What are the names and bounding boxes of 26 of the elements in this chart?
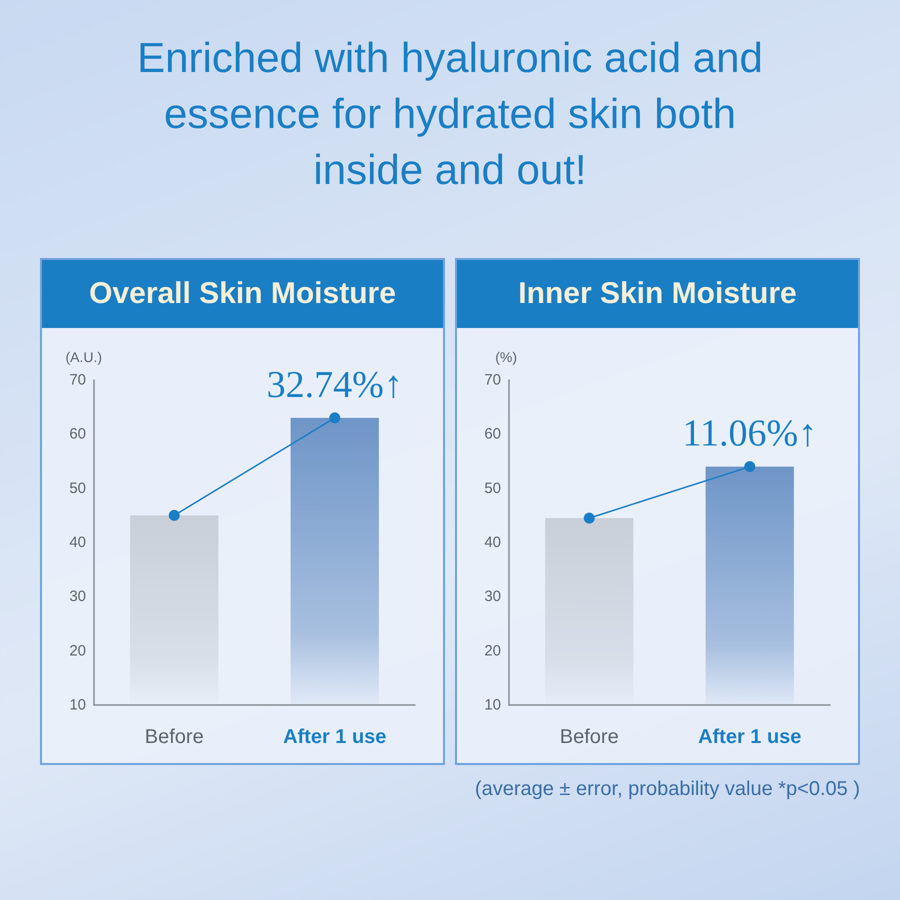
y-tick-label: 10 <box>484 696 501 714</box>
y-axis-title: (A.U.) <box>65 349 102 365</box>
x-tick-label: Before <box>560 726 619 748</box>
y-tick-label: 60 <box>69 426 86 443</box>
annotation: 11.06%↑ <box>682 412 818 455</box>
y-tick-label: 50 <box>69 480 86 497</box>
y-tick-label: 70 <box>484 372 501 388</box>
chart-title: Overall Skin Moisture <box>42 260 443 328</box>
chart-title: Inner Skin Moisture <box>457 260 858 328</box>
x-tick-label: After 1 use <box>283 726 386 748</box>
y-tick-label: 20 <box>69 642 86 660</box>
y-tick-label: 40 <box>484 534 501 551</box>
y-tick-label: 10 <box>69 696 86 714</box>
y-tick-label: 30 <box>484 588 501 606</box>
x-tick-label: After 1 use <box>698 726 802 748</box>
y-tick-label: 20 <box>484 642 501 660</box>
text: (average ± error, probability value *p<0.05 ) <box>474 778 860 801</box>
y-tick-label: 30 <box>69 588 86 606</box>
text: Enriched with hyaluronic acid and essence for hydrated skin both inside and out! <box>136 33 764 195</box>
annotation: 32.74%↑ <box>266 364 403 406</box>
y-tick-label: 40 <box>69 534 86 551</box>
y-tick-label: 50 <box>484 480 501 497</box>
y-tick-label: 70 <box>69 372 86 388</box>
y-tick-label: 60 <box>484 426 501 443</box>
y-axis-title: (%) <box>495 349 517 365</box>
x-tick-label: Before <box>144 726 204 748</box>
